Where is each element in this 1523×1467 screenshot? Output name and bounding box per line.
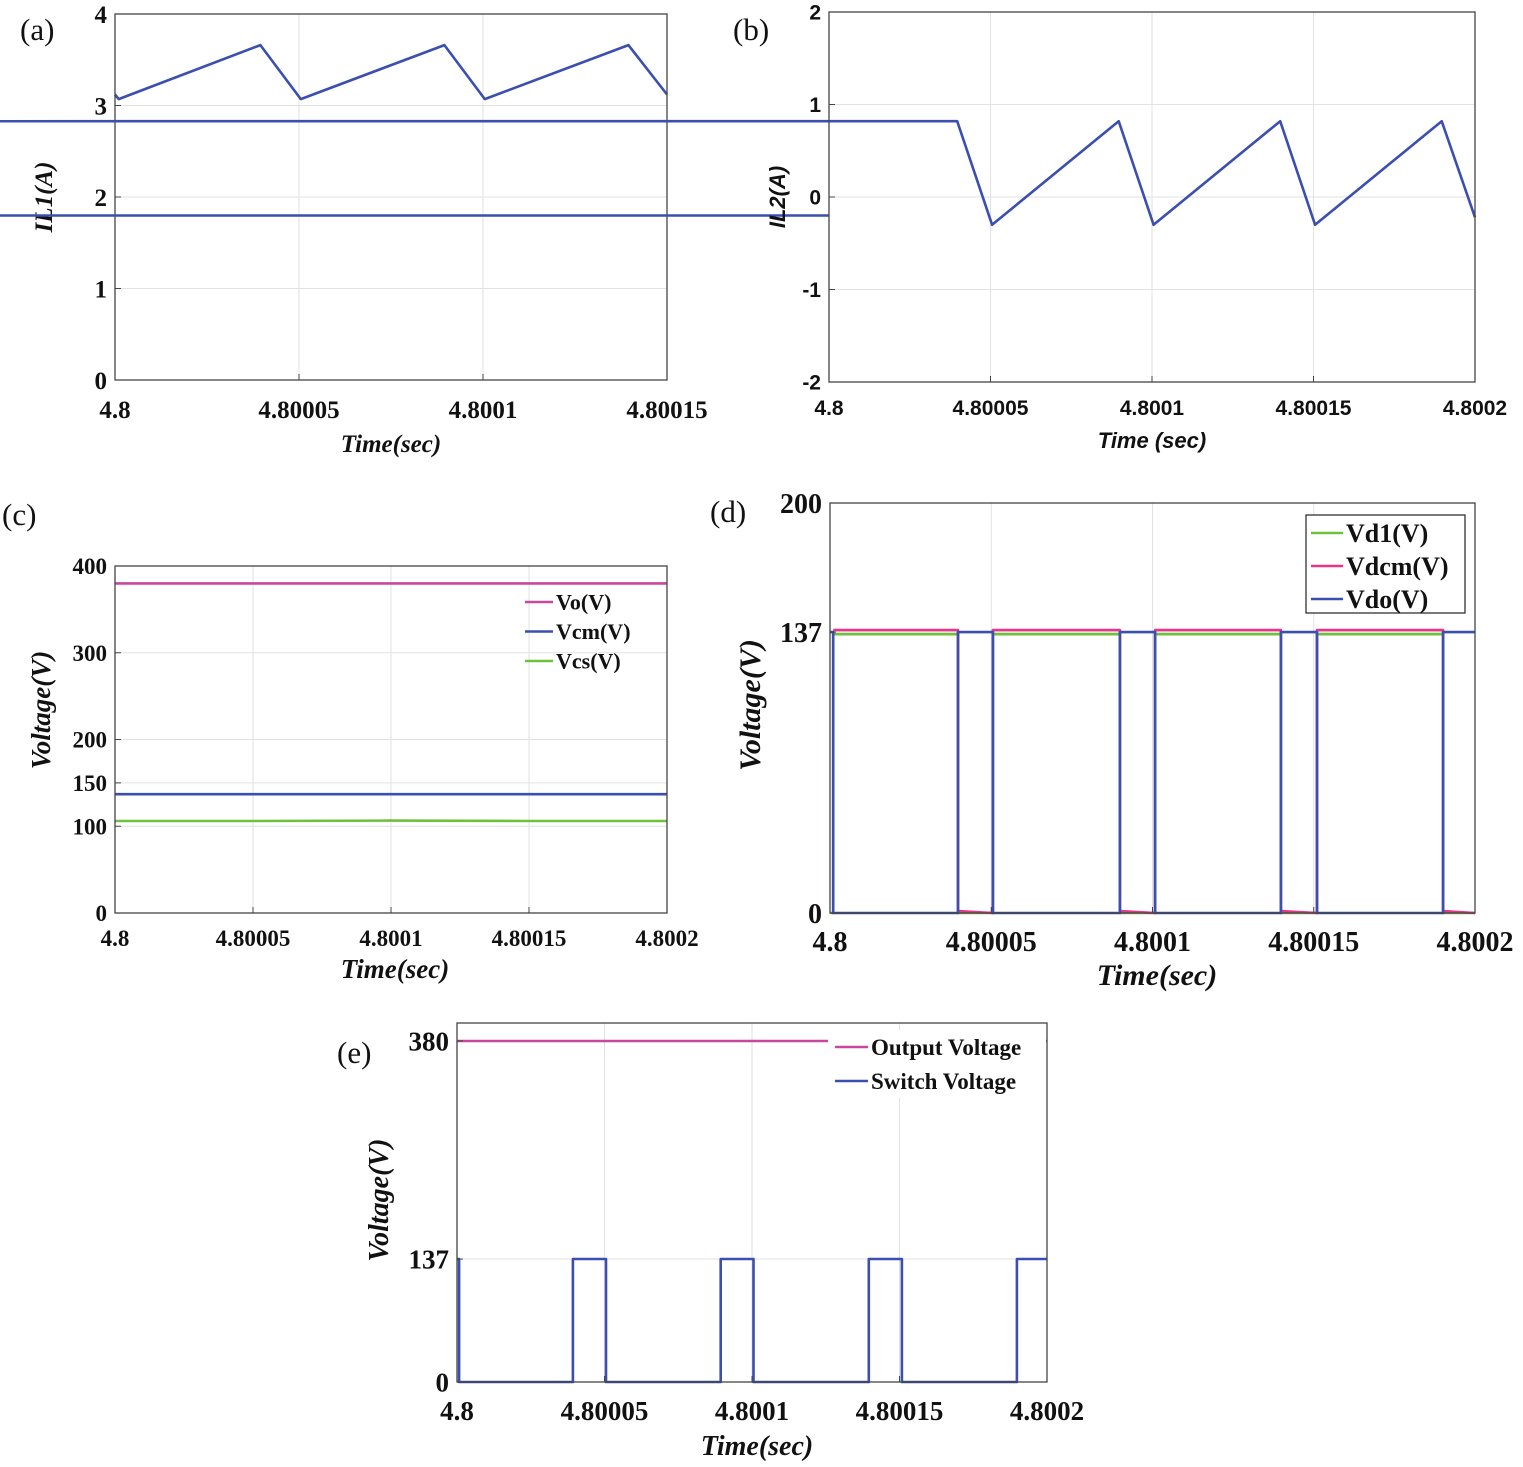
legend: Output Voltage Switch Voltage	[828, 1030, 1046, 1098]
x-tick-label: 4.8002	[635, 926, 698, 951]
legend: Vo(V) Vcm(V) Vcs(V)	[525, 590, 631, 674]
y-tick-label: -1	[802, 279, 821, 302]
x-tick-label: 4.8	[440, 1396, 474, 1426]
panel-label: (a)	[20, 12, 54, 47]
legend-entry-label: Switch Voltage	[871, 1069, 1016, 1094]
y-tick-label: 0	[95, 368, 108, 395]
panel-label: (b)	[733, 12, 769, 47]
x-tick-label: 4.8001	[715, 1396, 789, 1426]
y-tick-label: -2	[802, 371, 821, 394]
x-tick-label: 4.80015	[1268, 927, 1359, 958]
y-tick-label: 137	[780, 618, 822, 649]
y-tick-label: 300	[73, 641, 108, 666]
y-axis-label: Voltage(V)	[734, 639, 767, 771]
chart-panel-e: 4.8 4.80005 4.8001 4.80015 4.8002 0 137 380 Time…	[337, 1022, 1084, 1462]
x-tick-label: 4.8	[99, 397, 130, 424]
x-axis-label: Time(sec)	[1097, 959, 1217, 992]
legend-entry-label: Vcs(V)	[556, 649, 621, 674]
x-tick-label: 4.8002	[1443, 397, 1507, 420]
y-axis-label: IL2(A)	[765, 166, 790, 228]
y-tick-label: 2	[809, 1, 821, 24]
x-tick-label: 4.8001	[1114, 927, 1191, 958]
y-tick-label: 0	[96, 901, 108, 926]
x-tick-label: 4.80015	[626, 397, 707, 424]
y-tick-label: 150	[73, 771, 108, 796]
panel-label: (c)	[2, 497, 36, 532]
legend-entry-label: Vd1(V)	[1346, 519, 1428, 548]
panel-label: (d)	[710, 494, 746, 529]
x-tick-label: 4.80005	[946, 927, 1037, 958]
x-axis-label: Time(sec)	[341, 954, 449, 984]
x-tick-label: 4.8	[101, 926, 130, 951]
y-axis-label: Voltage(V)	[364, 1139, 395, 1262]
x-tick-label: 4.80005	[953, 397, 1029, 420]
legend-box	[828, 1030, 1046, 1098]
y-tick-label: 3	[95, 93, 108, 120]
x-axis-label: Time (sec)	[1098, 428, 1206, 453]
y-tick-label: 200	[780, 489, 822, 520]
y-tick-label: 1	[809, 94, 821, 117]
x-tick-label: 4.80005	[258, 397, 339, 424]
y-tick-label: 137	[409, 1244, 450, 1274]
x-tick-label: 4.8002	[1010, 1396, 1084, 1426]
x-tick-label: 4.80015	[856, 1396, 944, 1426]
series-line-il1	[113, 43, 669, 101]
y-tick-label: 4	[95, 2, 108, 29]
legend-entry-label: Vcm(V)	[556, 619, 631, 644]
x-tick-label: 4.8001	[359, 926, 422, 951]
legend-box	[1305, 514, 1466, 614]
chart-panel-c: 4.8 4.80005 4.8001 4.80015 4.8002 0 100 150 200 3…	[2, 497, 699, 984]
legend-entry-label: Vdcm(V)	[1346, 552, 1449, 581]
chart-panel-a: 4.8 4.80005 4.8001 4.80015 0 1 2 3 4 Time(sec) IL1…	[20, 2, 708, 458]
x-tick-label: 4.8	[814, 397, 844, 420]
x-tick-label: 4.80005	[561, 1396, 649, 1426]
panel-label: (e)	[337, 1035, 371, 1070]
y-tick-label: 380	[409, 1026, 450, 1056]
y-axis-label: Voltage(V)	[26, 651, 56, 770]
y-tick-label: 400	[73, 554, 108, 579]
x-tick-label: 4.80015	[1276, 397, 1352, 420]
x-tick-label: 4.8002	[1437, 927, 1514, 958]
legend-entry-label: Output Voltage	[871, 1035, 1021, 1060]
x-axis-label: Time(sec)	[341, 431, 441, 458]
x-tick-label: 4.8001	[1120, 397, 1185, 420]
y-tick-label: 0	[808, 899, 822, 930]
y-tick-label: 200	[73, 728, 108, 753]
legend-entry-label: Vo(V)	[556, 590, 611, 615]
y-tick-label: 100	[73, 814, 108, 839]
y-axis-label: IL1(A)	[31, 162, 58, 234]
y-tick-label: 0	[436, 1367, 450, 1397]
x-axis-label: Time(sec)	[701, 1431, 813, 1462]
x-tick-label: 4.80005	[216, 926, 291, 951]
legend-entry-label: Vdo(V)	[1346, 585, 1428, 614]
x-tick-label: 4.80015	[492, 926, 567, 951]
y-tick-label: 1	[95, 276, 108, 303]
x-tick-label: 4.8	[813, 927, 848, 958]
x-tick-label: 4.8001	[449, 397, 518, 424]
y-tick-label: 0	[809, 186, 821, 209]
series-line-il2	[0, 119, 1477, 227]
y-tick-label: 2	[95, 185, 108, 212]
chart-panel-d: 4.8 4.80005 4.8001 4.80015 4.8002 0 137 200 Time…	[710, 489, 1514, 992]
legend: Vd1(V) Vdcm(V) Vdo(V)	[1305, 514, 1466, 614]
chart-panel-b: 4.8 4.80005 4.8001 4.80015 4.8002 -2 -1 0 1 2 Time…	[0, 1, 1507, 453]
